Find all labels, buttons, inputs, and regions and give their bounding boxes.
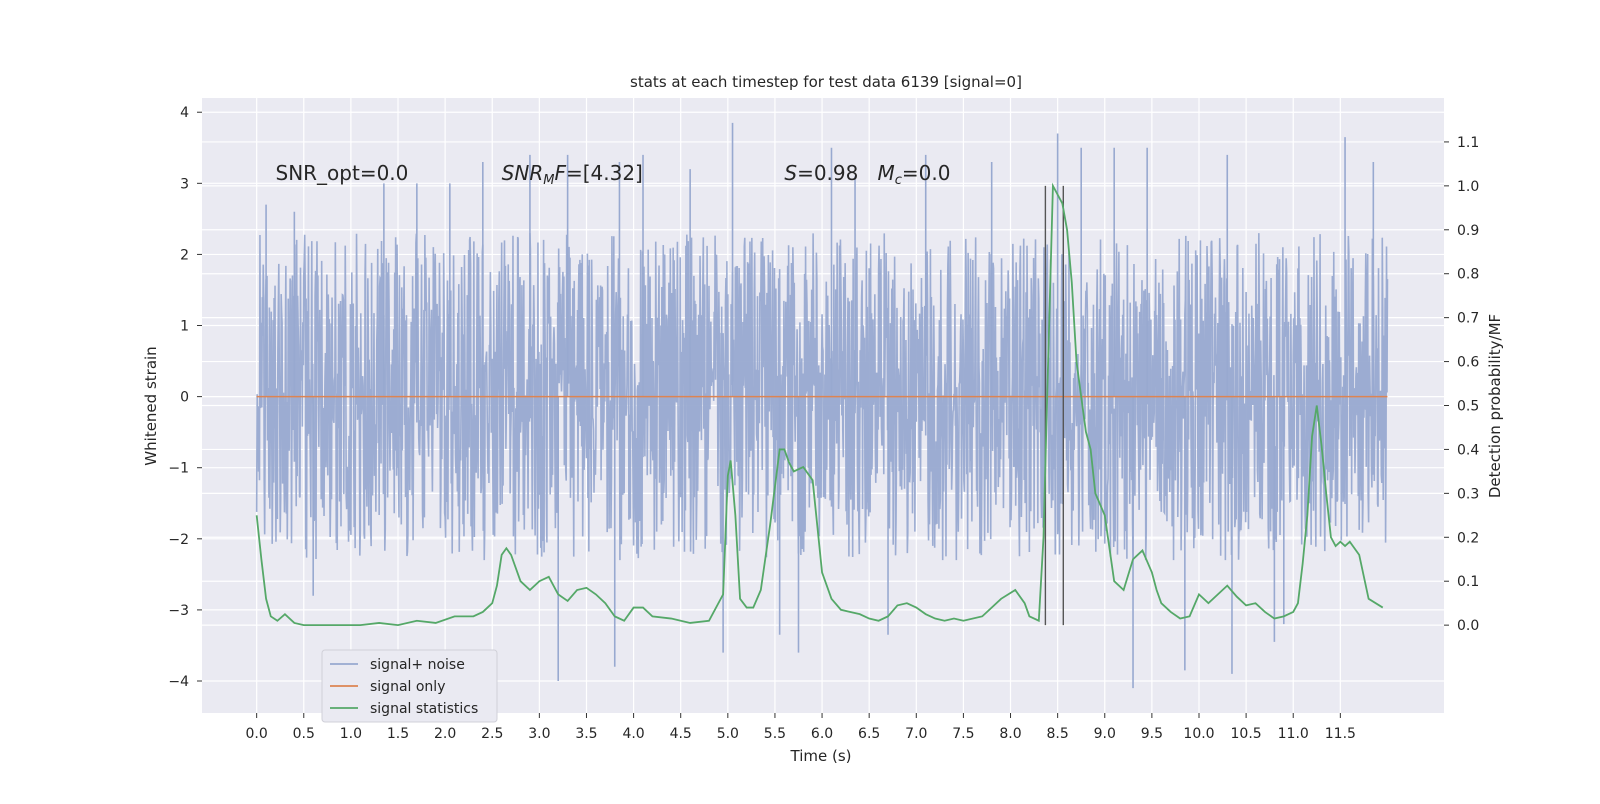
x-axis-ticks: 0.0 0.5 1.0 1.5 2.0 2.5 3.0 3.5 4.0 4.5 5.0 5.5 6.0 6… <box>246 713 1356 742</box>
x-tick-label: 0.0 <box>246 726 268 742</box>
vertical-markers <box>1044 185 1064 626</box>
x-tick-label: 4.5 <box>670 726 692 742</box>
noise-trace <box>255 233 1389 561</box>
series-signal-noise <box>255 122 1389 689</box>
annotation-snr-opt: SNR_opt=0.0 <box>276 161 409 185</box>
y-right-tick-label: 0.7 <box>1457 311 1479 327</box>
y-right-tick-label: 0.5 <box>1457 399 1479 415</box>
chart-title: stats at each timestep for test data 613… <box>630 73 1022 91</box>
y-right-tick-label: 0.6 <box>1457 355 1479 371</box>
y-left-tick-label: −1 <box>168 461 189 477</box>
y-right-tick-label: 0.4 <box>1457 442 1479 458</box>
signal-statistics-line <box>255 182 1384 627</box>
legend-box <box>321 649 498 723</box>
y-left-tick-label: −4 <box>168 674 189 690</box>
x-tick-label: 4.0 <box>622 726 644 742</box>
y-left-axis-label: Whitened strain <box>142 346 160 465</box>
annotation-s-mc: S=0.98 Mc=0.0 <box>784 161 950 188</box>
legend-label: signal+ noise <box>370 657 465 673</box>
legend: signal+ noise signal only signal statistic… <box>321 649 498 723</box>
x-tick-label: 5.5 <box>764 726 786 742</box>
y-left-tick-label: 1 <box>180 319 189 335</box>
y-right-tick-label: 0.3 <box>1457 486 1479 502</box>
x-tick-label: 8.5 <box>1047 726 1069 742</box>
y-right-axis-label: Detection probability/MF <box>1486 314 1504 498</box>
x-tick-label: 1.0 <box>340 726 362 742</box>
legend-label: signal statistics <box>370 701 478 717</box>
y-left-tick-label: 4 <box>180 105 189 121</box>
x-tick-label: 6.5 <box>858 726 880 742</box>
y-left-tick-label: 0 <box>180 390 189 406</box>
x-tick-label: 5.0 <box>717 726 739 742</box>
y-right-tick-label: 0.9 <box>1457 223 1479 239</box>
y-right-axis-ticks: 0.0 0.1 0.2 0.3 0.4 0.5 0.6 0.7 0.8 0.9 1.0 1.1 <box>1444 135 1479 634</box>
x-tick-label: 2.5 <box>481 726 503 742</box>
x-tick-label: 0.5 <box>293 726 315 742</box>
x-tick-label: 2.0 <box>434 726 456 742</box>
x-tick-label: 9.5 <box>1141 726 1163 742</box>
y-right-tick-label: 0.0 <box>1457 618 1479 634</box>
y-left-axis-ticks: −4 −3 −2 −1 0 1 2 3 4 <box>168 105 202 690</box>
x-tick-label: 6.0 <box>811 726 833 742</box>
x-tick-label: 10.0 <box>1183 726 1214 742</box>
x-tick-label: 1.5 <box>387 726 409 742</box>
annotations: SNR_opt=0.0 SNRMF=[4.32] S=0.98 Mc=0.0 <box>276 161 951 188</box>
x-tick-label: 3.5 <box>575 726 597 742</box>
x-tick-label: 8.0 <box>999 726 1021 742</box>
y-right-tick-label: 0.1 <box>1457 574 1479 590</box>
x-tick-label: 7.0 <box>905 726 927 742</box>
x-axis-label: Time (s) <box>790 747 852 765</box>
y-right-tick-label: 1.0 <box>1457 179 1479 195</box>
series-signal-statistics <box>255 182 1384 627</box>
y-left-tick-label: −2 <box>168 532 189 548</box>
y-right-tick-label: 1.1 <box>1457 135 1479 151</box>
x-tick-label: 7.5 <box>952 726 974 742</box>
y-right-tick-label: 0.8 <box>1457 267 1479 283</box>
annotation-snr-mf: SNRMF=[4.32] <box>502 161 643 188</box>
x-tick-label: 3.0 <box>528 726 550 742</box>
x-tick-label: 10.5 <box>1231 726 1262 742</box>
y-left-tick-label: −3 <box>168 603 189 619</box>
legend-label: signal only <box>370 679 445 695</box>
x-tick-label: 11.5 <box>1325 726 1356 742</box>
x-tick-label: 9.0 <box>1094 726 1116 742</box>
x-tick-label: 11.0 <box>1278 726 1309 742</box>
y-left-tick-label: 3 <box>180 176 189 192</box>
y-left-tick-label: 2 <box>180 247 189 263</box>
y-right-tick-label: 0.2 <box>1457 530 1479 546</box>
